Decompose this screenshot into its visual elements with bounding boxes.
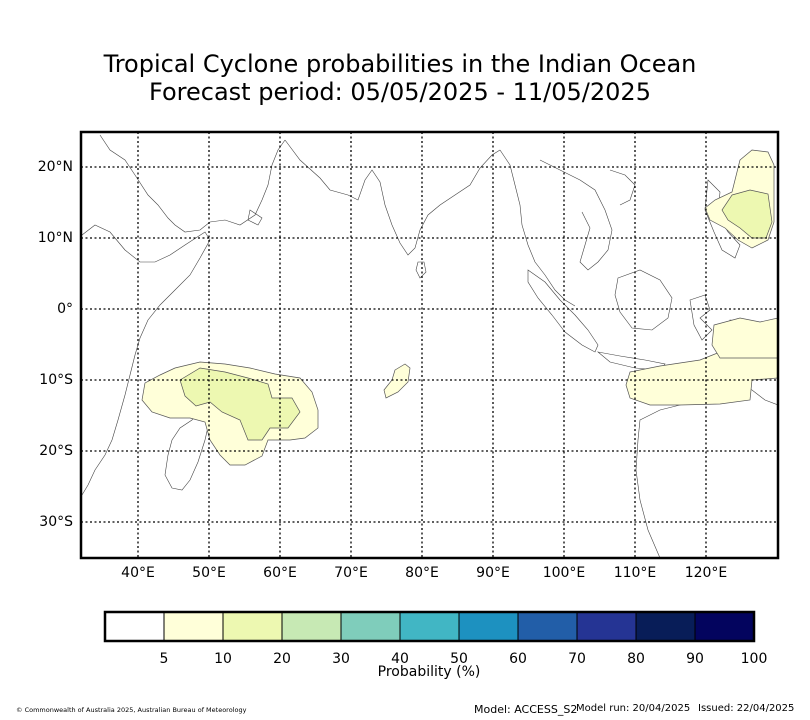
title-line-2: Forecast period: 05/05/2025 - 11/05/2025: [149, 78, 651, 106]
colorbar-swatch: [458, 611, 519, 642]
colorbar-tick-20: 20: [273, 651, 291, 667]
colorbar-tick-30: 30: [332, 651, 350, 667]
colorbar-title: Probability (%): [377, 664, 481, 680]
lat-label-20N: 20°N: [37, 159, 73, 175]
colorbar-swatch: [281, 611, 342, 642]
lon-label-90E: 90°E: [476, 565, 510, 581]
lat-label-10S: 10°S: [39, 372, 73, 388]
prob-region-southeast-5: [625, 351, 778, 406]
colorbar-swatch: [635, 611, 696, 642]
lon-label-120E: 120°E: [684, 565, 728, 581]
lon-label-80E: 80°E: [405, 565, 439, 581]
colorbar-tick-5: 5: [159, 651, 169, 667]
lat-label-0: 0°: [57, 301, 73, 317]
colorbar-tick-10: 10: [214, 651, 232, 667]
colorbar-swatch: [163, 611, 224, 642]
gridlines: [81, 132, 778, 558]
prob-region-west-10: [179, 367, 301, 441]
map-content: [81, 132, 778, 558]
colorbar-tick-40: 40: [391, 651, 409, 667]
probability-regions: [141, 149, 778, 466]
prob-region-banda-5: [711, 317, 778, 359]
colorbar-tick-90: 90: [686, 651, 704, 667]
colorbar-tick-60: 60: [509, 651, 527, 667]
colorbar-swatch: [399, 611, 460, 642]
colorbar-swatch: [694, 611, 755, 642]
lon-label-40E: 40°E: [121, 565, 155, 581]
colorbar-swatch: [340, 611, 401, 642]
lon-label-60E: 60°E: [263, 565, 297, 581]
lat-label-20S: 20°S: [39, 443, 73, 459]
colorbar-tick-100: 100: [740, 651, 768, 667]
title-line-1: Tropical Cyclone probabilities in the In…: [103, 50, 697, 78]
issued-label: Issued: 22/04/2025: [698, 703, 795, 714]
colorbar-swatch: [222, 611, 283, 642]
prob-region-central-5: [383, 363, 411, 399]
colorbar-frame: [103, 610, 756, 643]
lon-label-110E: 110°E: [613, 565, 657, 581]
lon-label-100E: 100°E: [542, 565, 586, 581]
colorbar-swatch: [104, 611, 165, 642]
colorbar-tick-70: 70: [568, 651, 586, 667]
model-run-label: Model run: 20/04/2025: [576, 703, 691, 714]
lon-label-70E: 70°E: [334, 565, 368, 581]
copyright-text: © Commonwealth of Australia 2025, Austra…: [16, 706, 247, 714]
colorbar-tick-50: 50: [450, 651, 468, 667]
colorbar: [103, 610, 756, 643]
lon-label-50E: 50°E: [192, 565, 226, 581]
model-label: Model: ACCESS_S2: [474, 703, 578, 716]
colorbar-swatch: [576, 611, 637, 642]
lat-label-10N: 10°N: [37, 230, 73, 246]
colorbar-tick-80: 80: [627, 651, 645, 667]
coastlines: [81, 134, 778, 558]
map-frame: [79, 130, 780, 560]
colorbar-swatch: [517, 611, 578, 642]
lat-label-30S: 30°S: [39, 514, 73, 530]
prob-region-philippine-10: [721, 189, 773, 239]
